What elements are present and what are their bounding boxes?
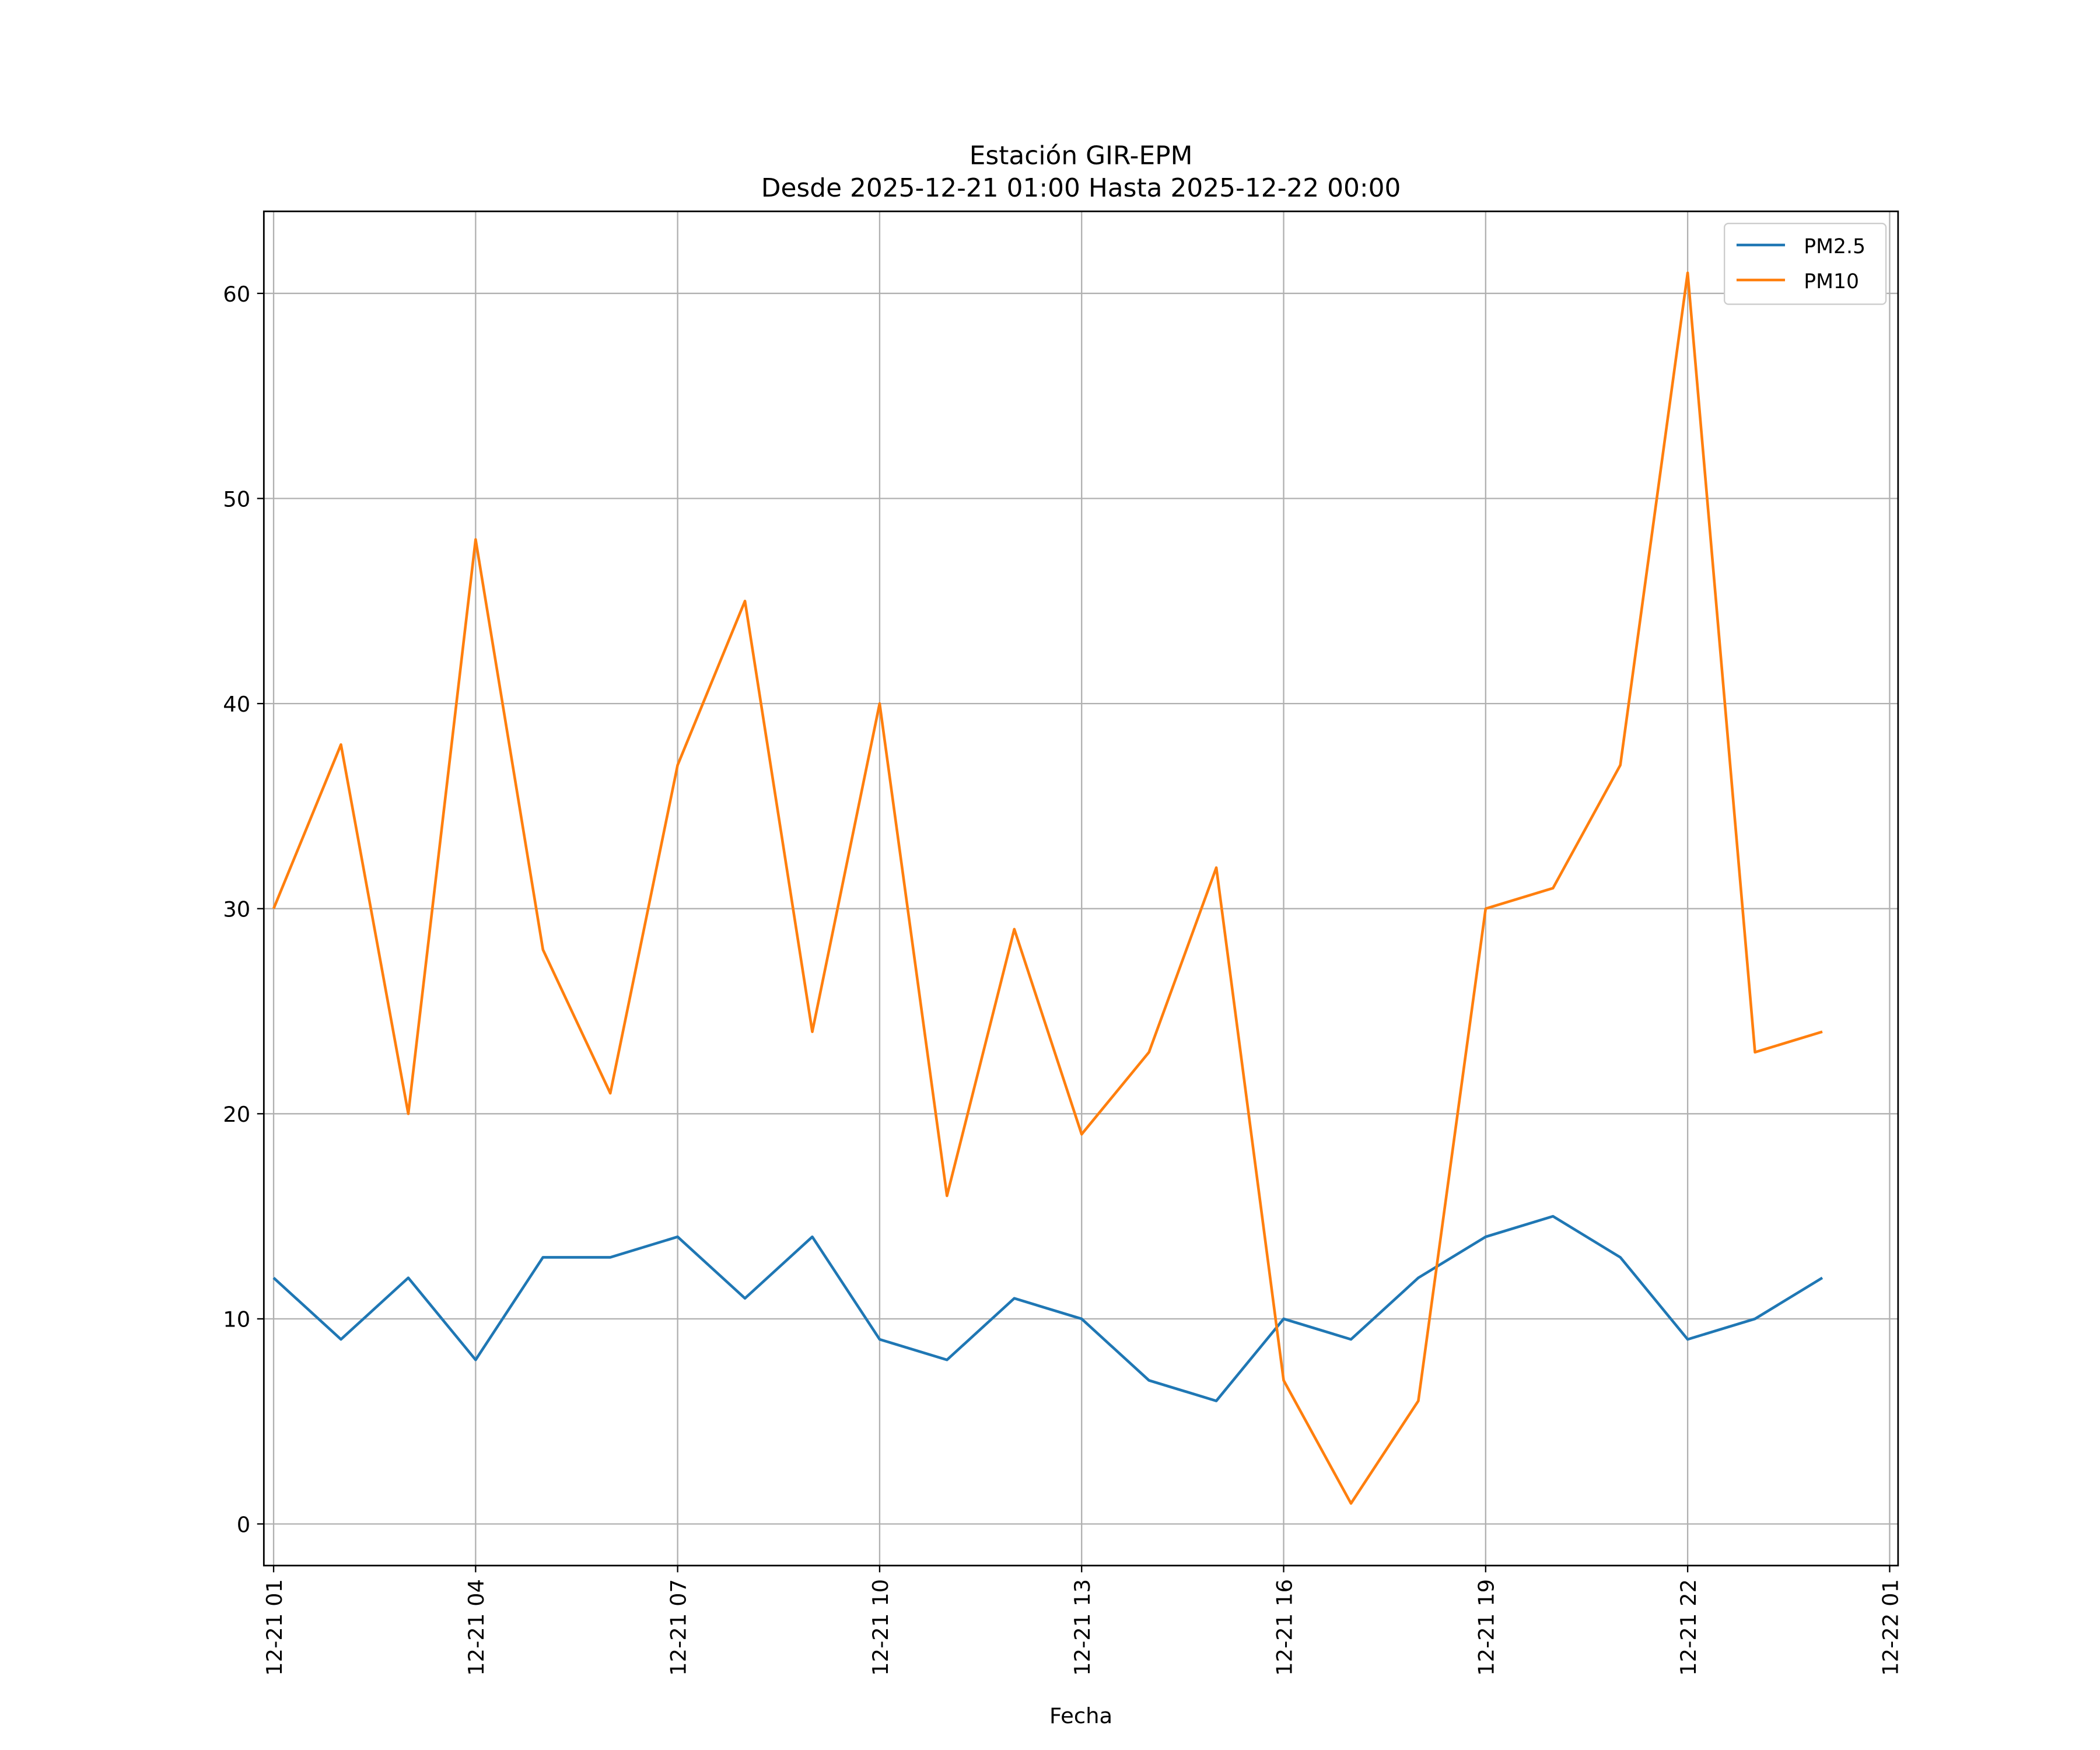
y-tick-label: 60 — [223, 282, 250, 307]
x-axis: 12-21 01 12-21 04 12-21 07 12-21 10 12-21 13… — [262, 1565, 1903, 1676]
chart-subtitle: Desde 2025-12-21 01:00 Hasta 2025-12-22 … — [761, 173, 1401, 203]
x-tick-label: 12-21 01 — [262, 1579, 287, 1676]
y-tick-label: 30 — [223, 897, 250, 922]
y-tick-label: 50 — [223, 487, 250, 512]
x-tick-label: 12-21 13 — [1070, 1579, 1095, 1676]
x-tick-label: 12-22 01 — [1878, 1579, 1903, 1676]
chart-title: Estación GIR-EPM — [970, 141, 1193, 171]
x-tick-label: 12-21 10 — [868, 1579, 893, 1676]
series-lines — [272, 271, 1824, 1505]
x-axis-label: Fecha — [1049, 1703, 1112, 1728]
series-line-pm10 — [272, 271, 1823, 1505]
x-tick-label: 12-21 22 — [1676, 1579, 1701, 1676]
legend-label-pm10: PM10 — [1804, 270, 1859, 293]
y-axis: 0 10 20 30 40 50 60 — [223, 282, 264, 1537]
series-line-pm25 — [272, 1214, 1824, 1402]
y-tick-label: 20 — [223, 1102, 250, 1127]
legend: PM2.5 PM10 — [1723, 222, 1887, 305]
x-tick-label: 12-21 19 — [1474, 1579, 1499, 1676]
legend-label-pm25: PM2.5 — [1804, 235, 1866, 258]
x-tick-label: 12-21 07 — [666, 1579, 691, 1676]
x-tick-label: 12-21 16 — [1272, 1579, 1297, 1676]
y-tick-label: 40 — [223, 692, 250, 717]
y-tick-label: 10 — [223, 1307, 250, 1332]
plot-frame — [262, 210, 1899, 1567]
y-tick-label: 0 — [237, 1512, 250, 1537]
x-tick-label: 12-21 04 — [464, 1579, 489, 1676]
